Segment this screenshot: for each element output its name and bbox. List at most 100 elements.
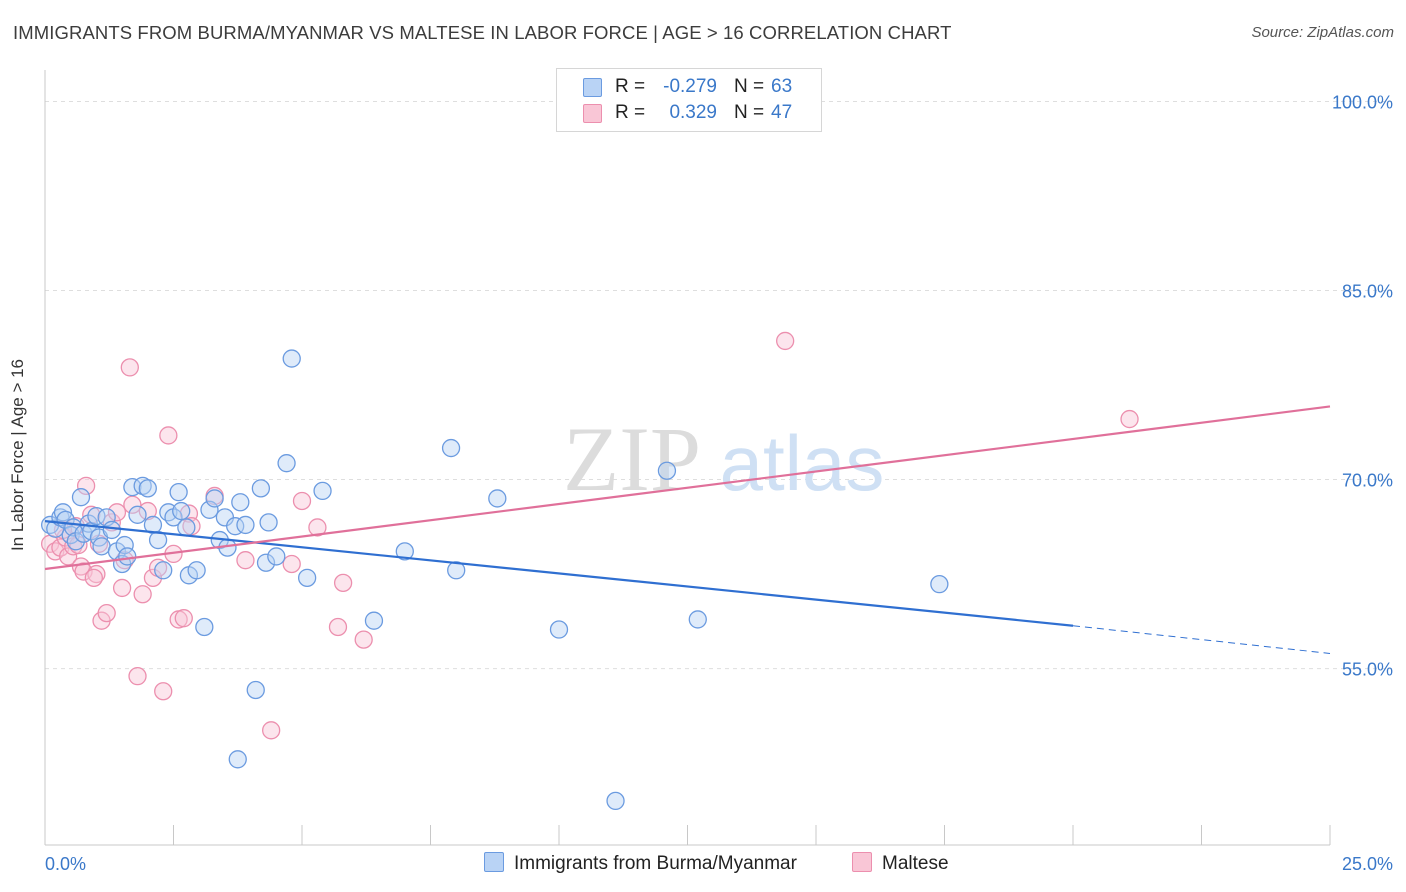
gridlines — [45, 101, 1392, 670]
point-burma — [228, 750, 247, 769]
point-burma — [200, 500, 219, 519]
legend-row-burma: R = -0.279 N = 63 — [557, 75, 821, 101]
point-maltese — [292, 491, 312, 511]
series-burma-myanmar — [40, 349, 949, 811]
point-burma — [259, 513, 278, 532]
y-tick-label: 55.0% — [1342, 660, 1393, 680]
point-burma — [364, 611, 384, 630]
legend-n-label: N = — [734, 76, 765, 97]
point-burma — [92, 537, 111, 556]
point-burma — [169, 483, 188, 502]
point-maltese — [1120, 409, 1139, 429]
point-burma — [251, 479, 271, 498]
point-burma — [246, 680, 265, 700]
point-maltese — [262, 721, 281, 740]
legend-n-value: 47 — [771, 102, 793, 123]
watermark-atlas: atlas — [720, 419, 885, 507]
point-burma — [154, 561, 173, 580]
y-tick-label: 100.0% — [1332, 93, 1393, 113]
point-maltese — [154, 682, 173, 701]
watermark: ZIP atlas — [563, 408, 884, 510]
point-burma — [930, 574, 949, 594]
x-tick-label: 25.0% — [1342, 854, 1393, 874]
y-tick-label: 70.0% — [1342, 471, 1393, 491]
point-burma — [128, 505, 147, 524]
point-maltese — [308, 518, 327, 537]
point-burma — [688, 610, 707, 629]
point-maltese — [58, 547, 78, 566]
legend-r-label: R = — [615, 76, 646, 97]
legend-r-label: R = — [615, 102, 646, 123]
point-maltese — [333, 573, 353, 593]
point-burma — [102, 520, 121, 540]
point-burma — [395, 542, 414, 561]
watermark-zip: ZIP — [563, 408, 701, 510]
point-maltese — [159, 426, 178, 445]
point-burma — [447, 561, 466, 580]
legend-item-maltese[interactable]: Maltese — [852, 852, 949, 875]
point-maltese — [112, 578, 132, 598]
point-maltese — [354, 630, 373, 649]
point-burma — [282, 349, 301, 368]
point-maltese — [282, 554, 301, 574]
legend-swatch-maltese — [583, 104, 602, 123]
legend-item-burma[interactable]: Immigrants from Burma/Myanmar — [484, 852, 797, 875]
chart-title: IMMIGRANTS FROM BURMA/MYANMAR VS MALTESE… — [13, 22, 952, 43]
trend-line-burma-extension — [1072, 625, 1331, 654]
point-maltese — [328, 617, 348, 637]
y-axis-label: In Labor Force | Age > 16 — [8, 358, 27, 552]
point-maltese — [120, 358, 139, 377]
point-burma — [66, 532, 85, 551]
point-maltese — [107, 503, 127, 522]
point-maltese — [776, 331, 795, 351]
series-legend: Immigrants from Burma/Myanmar Maltese — [0, 852, 1406, 878]
point-maltese — [128, 666, 147, 686]
point-burma — [606, 791, 625, 811]
tick-labels: 100.0% 85.0% 70.0% 55.0% 0.0% 25.0% — [45, 93, 1393, 874]
point-burma — [231, 493, 250, 512]
point-burma — [115, 535, 134, 555]
point-burma — [236, 515, 255, 535]
legend-swatch-burma — [583, 78, 602, 97]
point-burma — [177, 518, 196, 537]
point-burma — [187, 561, 206, 580]
legend-label-maltese: Maltese — [882, 853, 949, 874]
point-maltese — [84, 568, 103, 587]
point-burma — [488, 489, 507, 508]
y-tick-label: 85.0% — [1342, 282, 1393, 302]
legend-swatch-burma — [484, 852, 504, 872]
point-maltese — [138, 501, 157, 521]
legend-r-value: 0.329 — [669, 102, 717, 123]
point-maltese — [174, 609, 193, 628]
point-burma — [441, 438, 461, 458]
series-maltese — [40, 331, 1139, 740]
point-burma — [138, 479, 157, 498]
point-maltese — [97, 603, 116, 623]
point-burma — [172, 501, 191, 521]
point-maltese — [133, 585, 152, 604]
point-burma — [313, 481, 332, 501]
legend-label-burma: Immigrants from Burma/Myanmar — [514, 853, 797, 874]
point-burma — [205, 489, 224, 508]
point-maltese — [76, 476, 96, 496]
point-maltese — [236, 551, 255, 570]
point-burma — [657, 461, 677, 480]
source-label: Source: ZipAtlas.com — [1251, 24, 1394, 41]
trend-line-burma — [44, 520, 1074, 627]
point-burma — [267, 547, 286, 566]
correlation-legend: R = -0.279 N = 63 R = 0.329 N = 47 — [556, 68, 822, 132]
point-burma — [297, 568, 317, 587]
legend-swatch-maltese — [852, 852, 872, 872]
point-burma — [71, 488, 91, 507]
legend-r-value: -0.279 — [663, 76, 717, 97]
point-burma — [256, 553, 276, 572]
point-burma — [195, 617, 214, 637]
point-burma — [277, 454, 296, 473]
legend-n-label: N = — [734, 102, 765, 123]
x-tick-label: 0.0% — [45, 854, 86, 874]
axes — [44, 70, 1331, 846]
trend-line-maltese — [44, 405, 1331, 571]
legend-n-value: 63 — [771, 76, 793, 97]
point-burma — [549, 620, 569, 639]
